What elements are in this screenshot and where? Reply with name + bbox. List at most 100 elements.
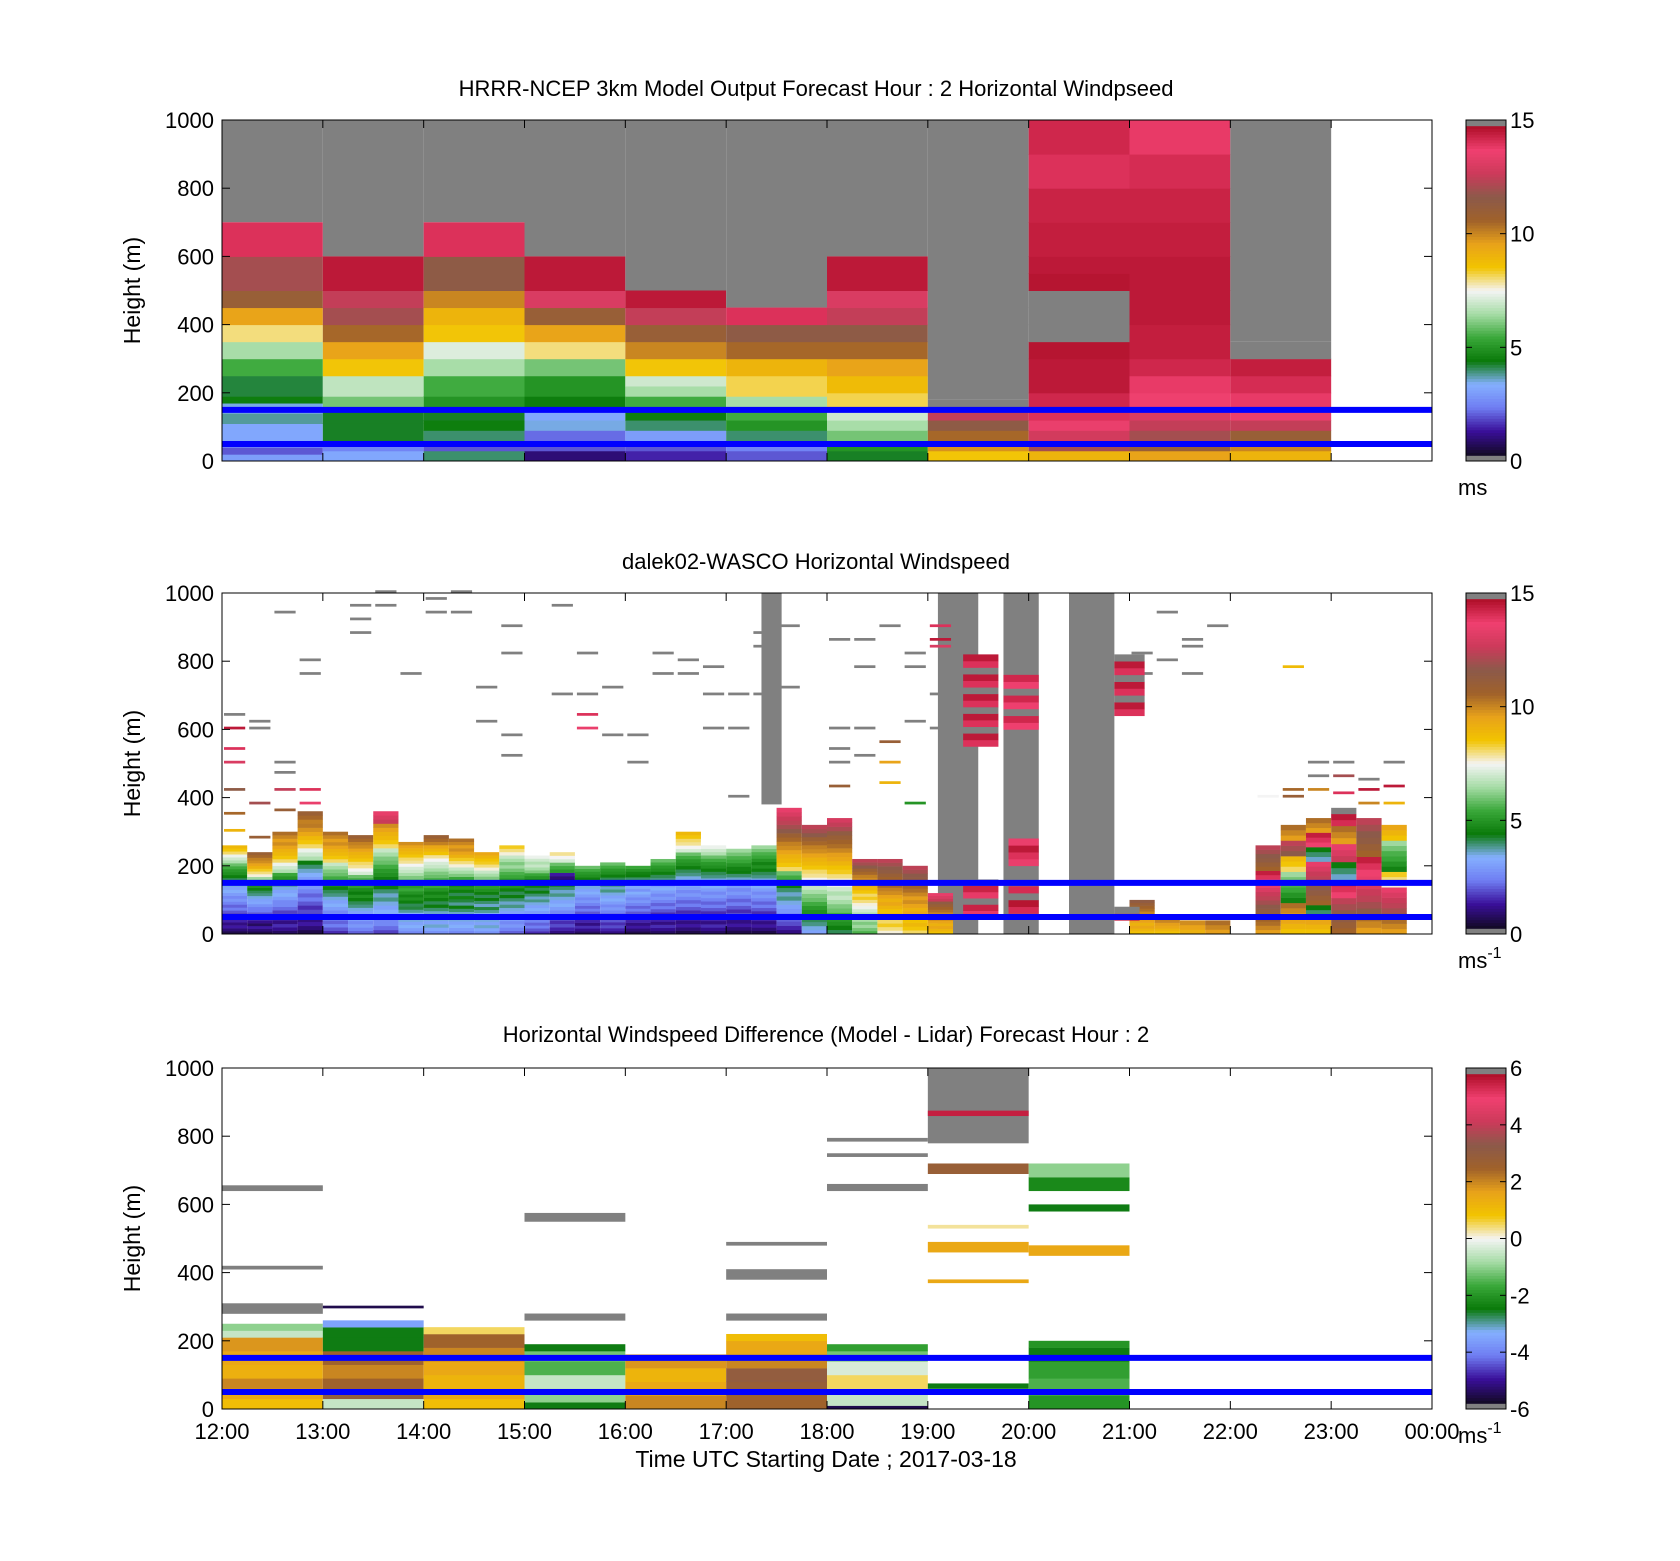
colorbar-segment <box>1466 1173 1506 1177</box>
lidar-cell <box>600 886 626 890</box>
lidar-cell <box>474 855 500 859</box>
colorbar-segment <box>1466 330 1506 334</box>
colorbar-segment <box>1466 649 1506 654</box>
lidar-cell <box>247 876 273 880</box>
lidar-sample <box>476 719 498 723</box>
colorbar-segment <box>1466 635 1506 639</box>
lidar-cell <box>726 852 752 857</box>
y-tick-label: 800 <box>177 176 214 201</box>
lidar-cell <box>751 894 777 899</box>
lidar-cell <box>700 848 727 853</box>
colorbar-segment <box>1466 389 1506 394</box>
difference-cell <box>222 1398 323 1410</box>
colorbar-segment <box>1466 370 1506 374</box>
colorbar-segment <box>1466 1278 1506 1282</box>
colorbar-segment <box>1466 242 1506 246</box>
lidar-cell <box>247 903 273 908</box>
model-cell <box>1028 307 1130 326</box>
lidar-cell <box>1129 905 1155 909</box>
lidar-cell <box>499 907 525 912</box>
difference-cell <box>1028 1361 1130 1379</box>
colorbar-segment <box>1466 1346 1506 1350</box>
panel-difference-reference-lines <box>222 1354 1432 1395</box>
panel-lidar-ylabel: Height (m) <box>119 710 145 817</box>
lidar-cell <box>322 930 349 935</box>
colorbar-unit-exponent: -1 <box>1487 1420 1501 1437</box>
lidar-cell <box>902 922 928 927</box>
colorbar-segment <box>1466 1147 1506 1151</box>
colorbar-segment <box>1466 1391 1506 1396</box>
lidar-cell <box>650 930 676 935</box>
lidar-cell <box>600 928 626 932</box>
lidar-sample <box>1333 760 1355 764</box>
colorbar-tick-label: 5 <box>1510 335 1522 360</box>
lidar-cell <box>902 930 928 935</box>
lidar-cell <box>1356 824 1382 832</box>
lidar-cell <box>650 877 676 882</box>
colorbar-segment <box>1466 1076 1506 1080</box>
lidar-cell <box>398 900 424 904</box>
colorbar-segment <box>1466 1116 1506 1120</box>
y-tick-label: 1000 <box>165 108 214 133</box>
panel-difference-title: Horizontal Windspeed Difference (Model -… <box>503 1022 1149 1047</box>
lidar-cell <box>751 871 777 876</box>
lidar-cell <box>1331 861 1357 869</box>
colorbar-segment <box>1466 1130 1506 1134</box>
panel-lidar-x-ticks <box>221 593 1433 934</box>
panel-lidar: dalek02-WASCO Horizontal Windspeed 02004… <box>119 549 1534 973</box>
colorbar-segment <box>1466 914 1506 918</box>
lidar-cell <box>1255 866 1281 871</box>
lidar-sample <box>753 644 775 648</box>
lidar-sample <box>249 726 271 730</box>
colorbar-segment <box>1466 652 1506 657</box>
colorbar-segment <box>1466 162 1506 166</box>
colorbar-segment <box>1466 837 1506 841</box>
lidar-sample <box>501 753 523 757</box>
lidar-cell <box>1305 832 1332 838</box>
lidar-cell <box>549 855 575 860</box>
lidar-cell <box>448 905 475 909</box>
x-tick-label: 12:00 <box>194 1419 249 1444</box>
lidar-sample <box>879 760 901 764</box>
lidar-sample <box>854 726 876 730</box>
lidar-cell <box>1305 885 1332 891</box>
colorbar-segment <box>1466 367 1506 371</box>
lidar-cell <box>1331 927 1357 935</box>
lidar-cell <box>650 868 676 872</box>
colorbar-segment <box>1466 814 1506 818</box>
lidar-patch <box>1114 702 1145 710</box>
colorbar-segment <box>1466 661 1506 665</box>
lidar-cell <box>877 887 903 892</box>
lidar-cell <box>650 874 676 879</box>
lidar-cell <box>499 871 525 876</box>
colorbar-segment <box>1466 1124 1506 1129</box>
colorbar-segment <box>1466 1136 1506 1140</box>
lidar-cell <box>448 924 475 928</box>
colorbar-segment <box>1466 732 1506 736</box>
lidar-cell <box>247 871 273 875</box>
lidar-cell <box>524 867 550 871</box>
lidar-cell <box>398 875 424 880</box>
lidar-cell <box>549 865 575 870</box>
lidar-cell <box>448 895 475 900</box>
lidar-cell <box>222 877 248 882</box>
lidar-cell <box>322 848 349 853</box>
lidar-cell <box>549 872 575 877</box>
lidar-patch <box>1008 899 1039 908</box>
colorbar-segment <box>1466 324 1506 328</box>
colorbar-segment <box>1466 154 1506 158</box>
lidar-cell <box>297 848 323 853</box>
model-cell <box>322 341 424 360</box>
colorbar-segment <box>1466 1175 1506 1180</box>
colorbar-segment <box>1466 233 1506 238</box>
colorbar-segment <box>1466 763 1506 767</box>
lidar-cell <box>801 877 827 882</box>
lidar-cell <box>499 904 525 909</box>
lidar-cell <box>776 828 802 834</box>
model-cell <box>222 256 323 291</box>
lidar-sample <box>576 692 599 696</box>
lidar-cell <box>726 905 752 910</box>
colorbar-segment <box>1466 1070 1506 1075</box>
lidar-cell <box>1255 874 1281 880</box>
colorbar-segment <box>1466 151 1506 155</box>
